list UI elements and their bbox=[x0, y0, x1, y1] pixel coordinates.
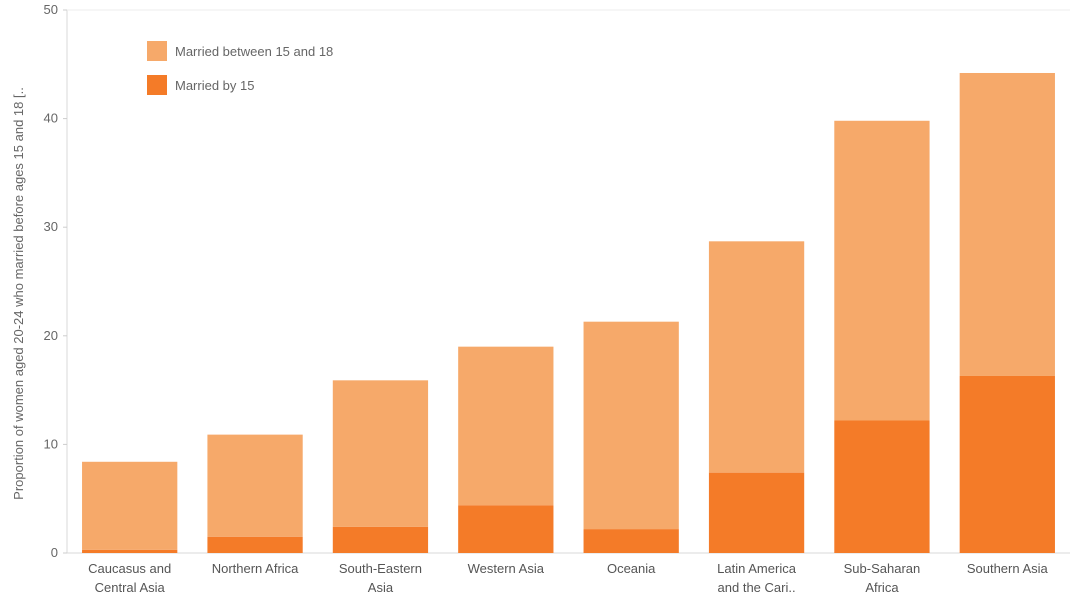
bar-married-by-15-7[interactable] bbox=[959, 375, 1055, 553]
x-axis-labels: Caucasus and Central Asia Northern Africa S… bbox=[88, 561, 1048, 595]
bar-married-by-15-0[interactable] bbox=[82, 549, 178, 553]
bar-married-15-18-4[interactable] bbox=[583, 321, 679, 530]
bar-married-by-15-2[interactable] bbox=[332, 526, 429, 553]
bars bbox=[82, 72, 1055, 553]
y-axis-title: Proportion of women aged 20-24 who marri… bbox=[11, 87, 26, 500]
bar-married-15-18-3[interactable] bbox=[458, 346, 554, 506]
category-label: Latin America and the Cari.. bbox=[717, 561, 797, 595]
bar-married-15-18-5[interactable] bbox=[708, 241, 805, 473]
bar-married-by-15-4[interactable] bbox=[583, 529, 679, 553]
legend-swatch bbox=[147, 41, 167, 61]
category-label: Caucasus and Central Asia bbox=[88, 561, 171, 595]
category-label: Western Asia bbox=[468, 561, 545, 576]
y-tick-label: 50 bbox=[44, 2, 58, 17]
category-label: South-Eastern Asia bbox=[339, 561, 422, 595]
bar-married-by-15-1[interactable] bbox=[207, 536, 303, 553]
category-label: Southern Asia bbox=[967, 561, 1049, 576]
y-tick-label: 20 bbox=[44, 328, 58, 343]
category-label: Sub-Saharan Africa bbox=[844, 561, 921, 595]
bar-married-15-18-6[interactable] bbox=[834, 120, 930, 421]
legend-swatch bbox=[147, 75, 167, 95]
y-tick-label: 30 bbox=[44, 219, 58, 234]
category-label: Northern Africa bbox=[212, 561, 299, 576]
category-label: Oceania bbox=[607, 561, 656, 576]
y-tick-label: 40 bbox=[44, 111, 58, 126]
bar-married-15-18-2[interactable] bbox=[332, 380, 429, 527]
bar-married-15-18-1[interactable] bbox=[207, 434, 303, 537]
legend: Married between 15 and 18 Married by 15 bbox=[147, 41, 333, 95]
bar-married-15-18-0[interactable] bbox=[82, 461, 178, 550]
bar-married-by-15-6[interactable] bbox=[834, 420, 930, 553]
bar-married-by-15-5[interactable] bbox=[708, 472, 805, 553]
y-tick-label: 10 bbox=[44, 436, 58, 451]
y-axis-tick-labels: 0 10 20 30 40 50 bbox=[44, 2, 58, 560]
bar-married-by-15-3[interactable] bbox=[458, 505, 554, 553]
y-tick-label: 0 bbox=[51, 545, 58, 560]
legend-label: Married between 15 and 18 bbox=[175, 44, 333, 59]
legend-label: Married by 15 bbox=[175, 78, 254, 93]
bar-married-15-18-7[interactable] bbox=[959, 72, 1055, 376]
